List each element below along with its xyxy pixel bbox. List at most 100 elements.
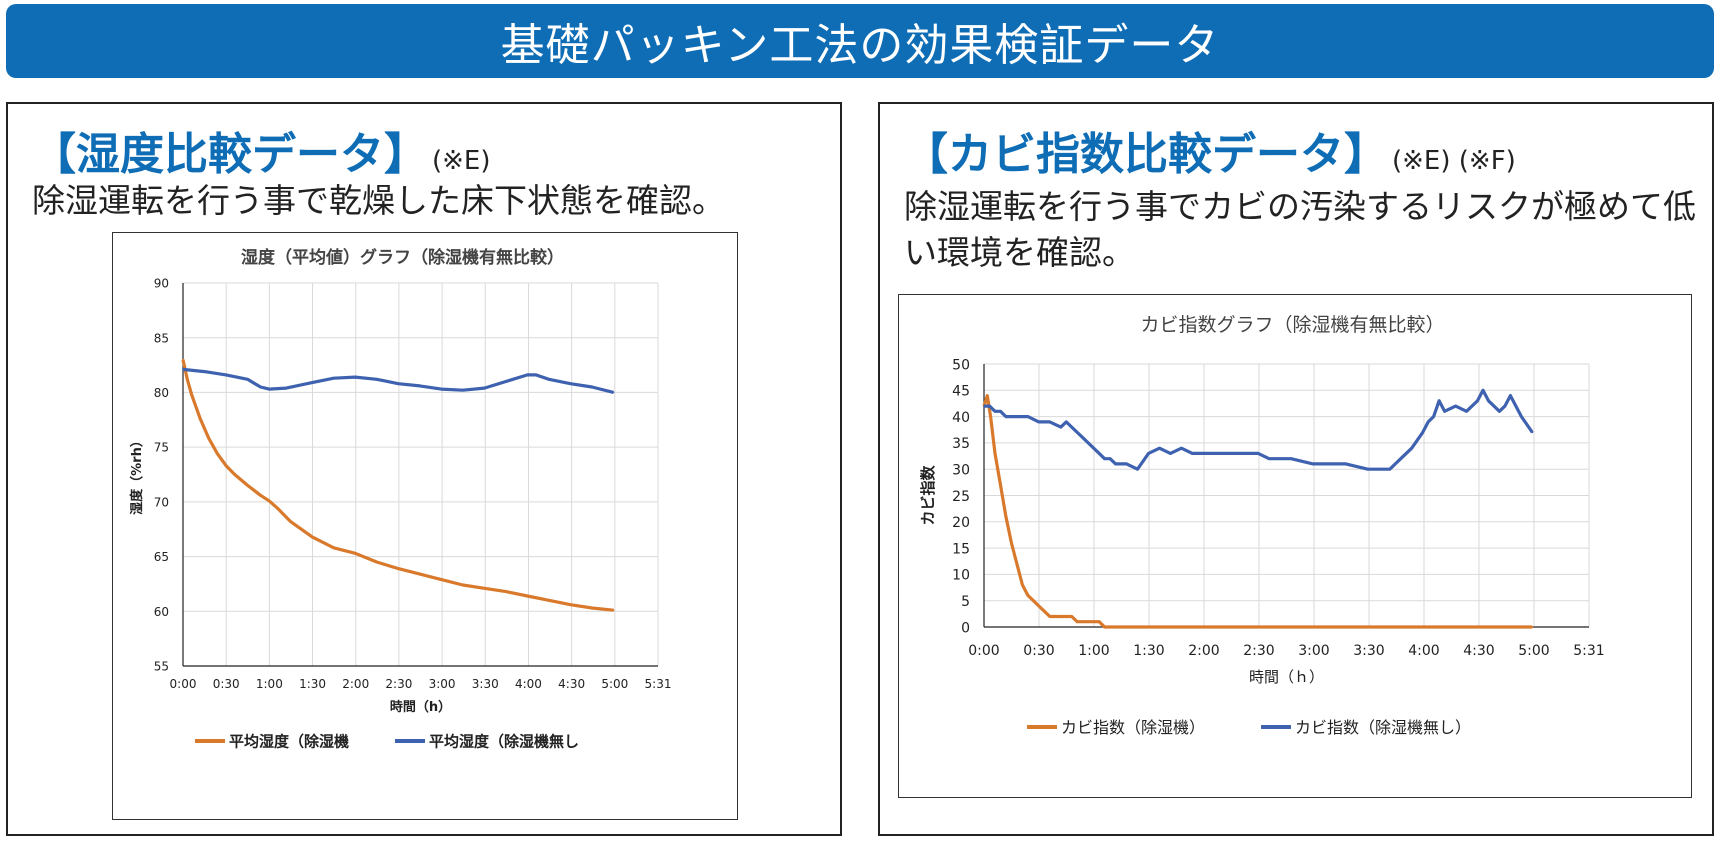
humidity-series-1-point [190,393,193,396]
mold-legend-label-2: カビ指数（除湿機無し） [1295,718,1471,737]
humidity-series-1-point [612,609,615,612]
humidity-series-2-point [375,378,378,381]
humidity-series-1-point [276,507,279,510]
mold-y-tick-label: 40 [952,410,970,426]
mold-series-1-point [1059,615,1062,618]
mold-y-tick-label: 30 [952,463,970,479]
mold-series-1-point [1016,563,1018,565]
humidity-heading-note: (※E) [432,146,491,176]
humidity-series-2-point [526,374,529,376]
humidity-series-line-2 [182,367,614,394]
mold-series-2-point [1509,394,1512,397]
mold-series-2-point [1136,468,1139,471]
humidity-x-tick-label: 2:30 [385,677,412,691]
humidity-series-2-point [354,376,357,378]
humidity-series-2-point [311,381,314,384]
humidity-y-tick-label: 85 [154,331,169,345]
humidity-legend-label-2: 平均湿度（除湿機無し [429,733,579,751]
humidity-chart: 湿度（平均値）グラフ（除湿機有無比較） 55 60 65 70 75 80 85 90 0:00 0… [129,247,671,751]
mold-series-1-point [1005,515,1007,518]
mold-y-tick-label: 10 [952,568,970,584]
mold-chart-title: カビ指数グラフ（除湿機有無比較） [1140,314,1444,336]
mold-legend-label-1: カビ指数（除湿機） [1061,718,1205,737]
mold-series-2-point [1312,463,1314,465]
humidity-series-1-point [186,378,189,381]
mold-series-2-point [1531,431,1534,434]
mold-series-2-point [1147,452,1150,455]
humidity-x-tick-label: 4:00 [515,677,542,691]
humidity-series-1-point [207,437,210,440]
humidity-y-tick-label: 55 [154,660,169,674]
humidity-x-tick-label: 3:00 [429,677,456,691]
humidity-series-1-point [268,499,270,502]
mold-series-2-point [1081,436,1084,439]
mold-series-1-point [1531,626,1534,628]
mold-heading-title: 【カビ指数比較データ】 [904,129,1388,180]
mold-series-1-point [986,394,989,397]
humidity-series-1-point [246,484,249,487]
humidity-series-2-point [259,386,262,388]
humidity-series-2-point [203,370,206,373]
humidity-y-tick-label: 75 [154,441,169,455]
humidity-series-2-point [440,388,443,390]
mold-series-1-point [1103,626,1106,628]
humidity-series-1-point [440,578,443,581]
mold-series-1-point [1070,615,1073,618]
humidity-series-2-point [182,368,184,371]
humidity-series-1-point [199,417,202,420]
mold-series-2-point [1092,447,1095,450]
humidity-y-tick-label: 90 [154,277,169,291]
mold-x-tick-label: 4:30 [1463,643,1494,659]
mold-series-1-point [1027,594,1029,597]
mold-y-tick-label: 5 [961,594,970,610]
humidity-x-axis-label: 時間（h） [390,699,451,715]
mold-series-2-point [1246,452,1249,455]
humidity-series-1-point [397,567,400,570]
mold-y-axis-label: カビ指数 [919,465,937,526]
humidity-x-tick-label: 0:30 [213,677,240,691]
mold-series-1-point [1021,584,1024,586]
humidity-series-line-1 [181,359,614,612]
humidity-series-1-point [375,561,378,563]
humidity-description: 除湿運転を行う事で乾燥した床下状態を確認。 [32,181,725,220]
mold-series-2-point [1421,431,1424,434]
mold-x-tick-label: 2:30 [1243,643,1274,659]
mold-series-2-point [1125,463,1128,465]
mold-series-2-point [1438,399,1440,402]
mold-series-2-point [1443,410,1446,413]
mold-series-2-point [988,405,991,407]
humidity-series-2-point [612,391,615,394]
humidity-series-1-point [259,494,262,497]
humidity-series-1-point [461,584,464,586]
mold-series-2-point [1087,442,1090,444]
mold-series-1-point [1048,615,1051,618]
humidity-series-1-point [182,358,184,361]
mold-series-2-point [1498,410,1501,413]
mold-series-2-point [1076,431,1079,434]
mold-y-tick-label: 15 [952,541,970,557]
humidity-series-1-point [233,473,236,476]
humidity-series-1-point [216,452,219,455]
mold-x-tick-label: 3:30 [1353,643,1384,659]
mold-y-tick-label: 50 [952,357,970,373]
humidity-series-2-point [285,387,288,389]
mold-series-2-point [1048,421,1051,423]
mold-series-1-point [1010,541,1013,544]
mold-heading: 【カビ指数比較データ】 (※E) (※F) [904,118,1516,182]
humidity-series-2-point [483,387,486,389]
mold-x-tick-label: 1:30 [1133,643,1164,659]
mold-series-2-point [1487,399,1490,402]
mold-description: 除湿運転を行う事でカビの汚染するリスクが極めて低い環境を確認。 [904,187,1696,272]
mold-series-2-point [1334,463,1336,465]
mold-series-2-point [1520,415,1523,418]
humidity-series-2-point [332,377,335,380]
mold-series-2-point [1257,452,1260,455]
mold-series-2-point [1454,405,1457,407]
mold-series-2-point [1399,457,1402,460]
mold-x-tick-label: 5:00 [1518,643,1549,659]
humidity-series-1-point [332,546,335,549]
humidity-series-1-point [311,536,314,538]
humidity-series-1-point [483,587,486,590]
humidity-chart-title: 湿度（平均値）グラフ（除湿機有無比較） [241,247,564,268]
humidity-legend-label-1: 平均湿度（除湿機 [229,733,349,751]
